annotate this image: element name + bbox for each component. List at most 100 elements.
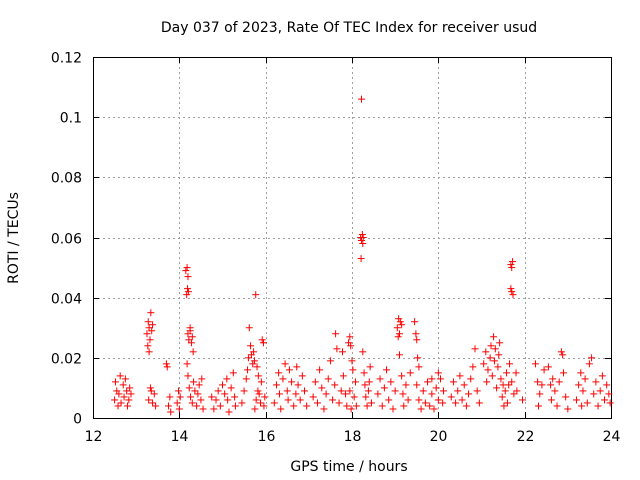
data-point xyxy=(362,393,370,401)
data-point xyxy=(592,378,600,386)
data-point xyxy=(186,324,194,332)
data-point xyxy=(116,372,124,380)
data-point xyxy=(245,324,253,332)
data-point xyxy=(487,342,495,350)
data-point xyxy=(326,357,334,365)
data-point xyxy=(183,291,191,299)
data-point xyxy=(361,381,369,389)
data-point xyxy=(331,381,339,389)
data-point xyxy=(399,390,407,398)
data-point xyxy=(120,393,128,401)
data-point xyxy=(583,399,591,407)
data-point xyxy=(145,348,153,356)
data-point xyxy=(352,402,360,410)
data-point xyxy=(428,375,436,383)
data-point xyxy=(195,381,203,389)
data-point xyxy=(329,396,337,404)
data-point xyxy=(452,399,460,407)
data-point xyxy=(483,378,491,386)
data-point xyxy=(298,372,306,380)
data-point xyxy=(497,375,505,383)
data-point xyxy=(376,375,384,383)
data-point xyxy=(111,396,119,404)
data-point xyxy=(387,378,395,386)
data-point xyxy=(360,369,368,377)
data-point xyxy=(176,393,184,401)
data-point xyxy=(250,357,258,365)
data-point xyxy=(350,393,358,401)
data-point xyxy=(152,402,160,410)
y-tick-label: 0.06 xyxy=(51,232,82,248)
data-point xyxy=(547,396,555,404)
data-point xyxy=(183,264,191,272)
data-point xyxy=(199,405,207,413)
data-point xyxy=(214,387,222,395)
data-point xyxy=(498,393,506,401)
data-point xyxy=(553,402,561,410)
data-point xyxy=(167,408,175,416)
data-point xyxy=(292,390,300,398)
data-point xyxy=(462,402,470,410)
data-point xyxy=(551,387,559,395)
data-point xyxy=(564,405,572,413)
x-tick-label: 20 xyxy=(430,429,448,445)
data-point xyxy=(185,384,193,392)
data-point xyxy=(460,381,468,389)
data-point xyxy=(395,330,403,338)
data-point xyxy=(534,378,542,386)
data-point xyxy=(411,318,419,326)
data-point xyxy=(538,381,546,389)
data-point xyxy=(270,399,278,407)
data-point xyxy=(184,273,192,281)
data-point xyxy=(190,378,198,386)
data-point xyxy=(337,387,345,395)
y-tick-label: 0.12 xyxy=(51,51,82,67)
data-point xyxy=(557,348,565,356)
data-point xyxy=(231,402,239,410)
data-point xyxy=(357,255,365,263)
data-point xyxy=(531,360,539,368)
data-point xyxy=(333,345,341,353)
data-point xyxy=(221,390,229,398)
data-point xyxy=(414,354,422,362)
data-point xyxy=(231,393,239,401)
x-tick-label: 16 xyxy=(258,429,276,445)
data-point xyxy=(493,384,501,392)
data-point xyxy=(146,336,154,344)
data-point xyxy=(434,396,442,404)
data-point xyxy=(149,321,157,329)
data-point xyxy=(503,399,511,407)
data-point xyxy=(260,339,268,347)
data-point xyxy=(349,366,357,374)
data-point xyxy=(417,405,425,413)
data-point xyxy=(119,381,127,389)
data-point xyxy=(303,402,311,410)
x-tick-label: 24 xyxy=(603,429,621,445)
data-point xyxy=(383,366,391,374)
data-point xyxy=(198,375,206,383)
data-point xyxy=(244,354,252,362)
data-point xyxy=(184,285,192,293)
data-point xyxy=(258,336,266,344)
data-point xyxy=(413,336,421,344)
data-point xyxy=(544,363,552,371)
data-point xyxy=(488,372,496,380)
data-point xyxy=(335,399,343,407)
data-point xyxy=(391,387,399,395)
data-point xyxy=(279,375,287,383)
data-point xyxy=(194,390,202,398)
data-point xyxy=(486,354,494,362)
data-point xyxy=(272,381,280,389)
data-point xyxy=(252,396,260,404)
data-point xyxy=(366,363,374,371)
data-point xyxy=(509,258,517,266)
data-point xyxy=(412,330,420,338)
x-tick-label: 22 xyxy=(517,429,535,445)
data-point xyxy=(184,372,192,380)
data-point xyxy=(242,375,250,383)
y-axis-label: ROTI / TECUs xyxy=(6,192,22,284)
data-point xyxy=(240,387,248,395)
y-tick-label: 0 xyxy=(73,412,82,428)
data-point xyxy=(385,396,393,404)
data-point xyxy=(260,402,268,410)
